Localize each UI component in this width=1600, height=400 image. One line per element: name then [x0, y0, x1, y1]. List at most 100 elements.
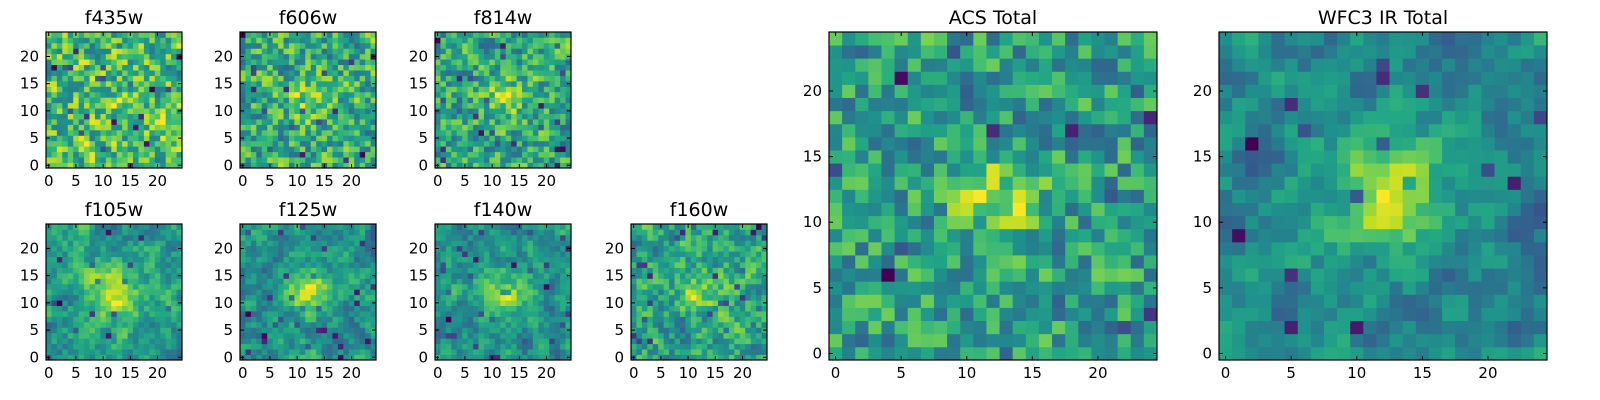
heatmap-cell: [696, 267, 703, 274]
heatmap-cell: [1091, 333, 1105, 348]
heatmap-cell: [122, 64, 128, 71]
heatmap-cell: [122, 75, 128, 82]
heatmap-cell: [143, 300, 150, 306]
heatmap-cell: [370, 37, 377, 44]
heatmap-cell: [1104, 255, 1119, 269]
heatmap-cell: [920, 241, 935, 256]
heatmap-cell: [739, 262, 746, 268]
heatmap-cell: [51, 80, 58, 87]
heatmap-cell: [143, 311, 150, 317]
heatmap-cell: [283, 53, 290, 60]
heatmap-cell: [149, 327, 156, 334]
heatmap-cell: [138, 300, 145, 306]
heatmap-cell: [94, 32, 101, 38]
heatmap-cell: [370, 311, 377, 317]
heatmap-cell: [456, 48, 463, 55]
heatmap-cell: [165, 48, 172, 55]
heatmap-cell: [511, 70, 517, 76]
heatmap-cell: [1025, 215, 1040, 230]
heatmap-cell: [78, 157, 85, 163]
heatmap-cell: [348, 305, 355, 312]
heatmap-cell: [78, 135, 85, 142]
heatmap-cell: [250, 37, 257, 44]
heatmap-cell: [89, 162, 96, 169]
heatmap-cell: [641, 256, 648, 263]
heatmap-cell: [483, 300, 490, 306]
heatmap-cell: [728, 256, 735, 263]
heatmap-cell: [750, 354, 757, 361]
heatmap-cell: [272, 278, 279, 285]
heatmap-cell: [701, 289, 708, 296]
heatmap-cell: [46, 311, 52, 317]
heatmap-cell: [674, 278, 681, 285]
heatmap-cell: [160, 283, 167, 290]
heatmap-cell: [78, 262, 85, 268]
heatmap-cell: [256, 240, 263, 247]
heatmap-cell: [62, 157, 69, 163]
heatmap-cell: [473, 327, 479, 334]
panel-title: f140w: [474, 199, 533, 221]
heatmap-cell: [133, 294, 139, 301]
heatmap-cell: [62, 113, 69, 120]
heatmap-cell: [511, 75, 517, 82]
heatmap-cell: [165, 338, 172, 345]
heatmap-cell: [133, 338, 139, 345]
heatmap-cell: [467, 157, 474, 163]
heatmap-cell: [332, 108, 339, 114]
heatmap-cell: [337, 59, 344, 66]
heatmap-cell: [478, 64, 485, 71]
heatmap-cell: [685, 234, 692, 241]
heatmap-cell: [348, 229, 355, 236]
heatmap-cell: [734, 272, 741, 279]
heatmap-cell: [1078, 215, 1092, 230]
heatmap-cell: [999, 163, 1014, 177]
heatmap-cell: [250, 262, 257, 268]
heatmap-cell: [718, 327, 724, 334]
heatmap-cell: [1065, 268, 1079, 282]
heatmap-cell: [116, 113, 123, 120]
heatmap-cell: [256, 311, 263, 317]
heatmap-cell: [272, 80, 279, 87]
heatmap-cell: [111, 289, 118, 296]
heatmap-cell: [46, 321, 52, 328]
heatmap-cell: [451, 354, 458, 361]
heatmap-cell: [143, 224, 150, 230]
heatmap-cell: [283, 327, 290, 334]
heatmap-cell: [718, 224, 724, 230]
heatmap-cell: [478, 53, 485, 60]
heatmap-cell: [543, 129, 550, 136]
heatmap-cell: [256, 283, 263, 290]
heatmap-cell: [171, 157, 177, 163]
heatmap-cell: [973, 333, 987, 348]
heatmap-cell: [261, 146, 268, 153]
heatmap-cell: [56, 283, 63, 290]
heatmap-cell: [310, 32, 317, 38]
heatmap-cell: [316, 256, 322, 263]
heatmap-cell: [67, 140, 74, 147]
heatmap-cell: [327, 349, 333, 355]
heatmap-cell: [631, 283, 637, 290]
heatmap-cell: [560, 294, 566, 301]
heatmap-cell: [494, 97, 501, 104]
heatmap-cell: [171, 151, 177, 158]
heatmap-cell: [500, 64, 507, 71]
heatmap-cell: [456, 32, 463, 38]
heatmap-cell: [647, 294, 654, 301]
heatmap-cell: [511, 256, 517, 263]
heatmap-cell: [494, 289, 501, 296]
heatmap-cell: [538, 332, 545, 339]
heatmap-cell: [663, 321, 670, 328]
heatmap-cell: [723, 343, 730, 350]
heatmap-cell: [133, 108, 139, 114]
heatmap-cell: [505, 42, 512, 49]
heatmap-cell: [483, 224, 490, 230]
heatmap-cell: [712, 289, 719, 296]
heatmap-cell: [46, 262, 52, 268]
heatmap-cell: [1130, 268, 1145, 282]
heatmap-cell: [456, 229, 463, 236]
heatmap-cell: [554, 300, 561, 306]
heatmap-cell: [947, 333, 961, 348]
heatmap-cell: [478, 80, 485, 87]
heatmap-cell: [707, 256, 713, 263]
heatmap-cell: [127, 64, 134, 71]
